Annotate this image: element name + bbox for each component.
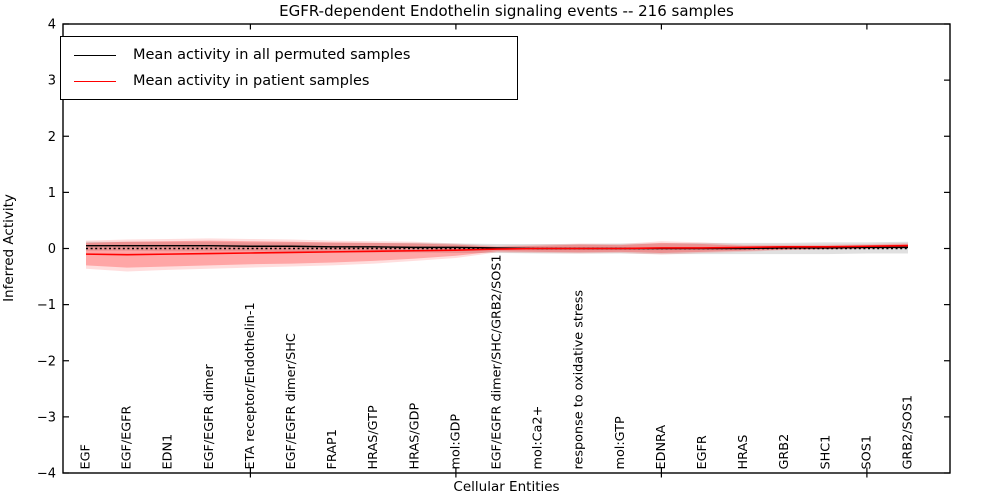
legend-label-patient: Mean activity in patient samples	[133, 73, 370, 89]
legend-item-permuted: Mean activity in all permuted samples	[74, 42, 509, 68]
x-axis-label: Cellular Entities	[453, 479, 560, 495]
y-tick-label: −2	[37, 354, 56, 369]
x-tick-label: EGF/EGFR	[120, 405, 135, 469]
legend-label-permuted: Mean activity in all permuted samples	[133, 47, 411, 63]
y-tick-label: 4	[48, 18, 56, 33]
x-tick-label: mol:GDP	[448, 414, 463, 470]
x-tick-label: HRAS/GTP	[366, 405, 381, 469]
legend-item-patient: Mean activity in patient samples	[74, 68, 509, 94]
y-axis-label: Inferred Activity	[1, 194, 17, 302]
x-tick-label: SHC1	[818, 435, 833, 470]
x-tick-label: mol:GTP	[613, 416, 628, 469]
y-tick-label: 0	[48, 242, 56, 257]
patient-line-sample	[74, 80, 116, 82]
x-tick-label: response to oxidative stress	[572, 290, 587, 470]
x-tick-label: FRAP1	[325, 429, 340, 469]
y-tick-label: 1	[48, 186, 56, 201]
x-tick-label: EGF/EGFR dimer/SHC/GRB2/SOS1	[490, 254, 505, 469]
permuted-mean-line	[86, 244, 908, 250]
x-tick-label: ETA receptor/Endothelin-1	[243, 302, 258, 469]
x-tick-label: EGF	[79, 444, 94, 469]
permuted-line-sample	[74, 54, 116, 56]
y-tick-label: −3	[37, 410, 56, 425]
x-tick-label: GRB2/SOS1	[901, 395, 916, 470]
x-tick-label: EGFR	[695, 435, 710, 469]
x-tick-label: mol:Ca2+	[531, 406, 546, 470]
y-tick-label: 3	[48, 74, 56, 89]
legend: Mean activity in all permuted samples Me…	[60, 36, 518, 100]
x-tick-label: EDNRA	[654, 425, 669, 470]
x-tick-label: EGF/EGFR dimer/SHC	[284, 333, 299, 469]
x-tick-label: HRAS/GDP	[407, 403, 422, 470]
x-tick-label: HRAS	[736, 435, 751, 470]
y-tick-label: −4	[37, 467, 56, 482]
chart-title: EGFR-dependent Endothelin signaling even…	[279, 2, 734, 20]
x-tick-label: GRB2	[777, 434, 792, 470]
x-tick-label: SOS1	[859, 435, 874, 469]
y-tick-label: 2	[48, 130, 56, 145]
patient-mean-line	[85, 244, 909, 256]
x-tick-label: EGF/EGFR dimer	[202, 363, 217, 469]
x-tick-label: EDN1	[161, 434, 176, 470]
y-tick-label: −1	[37, 298, 56, 313]
